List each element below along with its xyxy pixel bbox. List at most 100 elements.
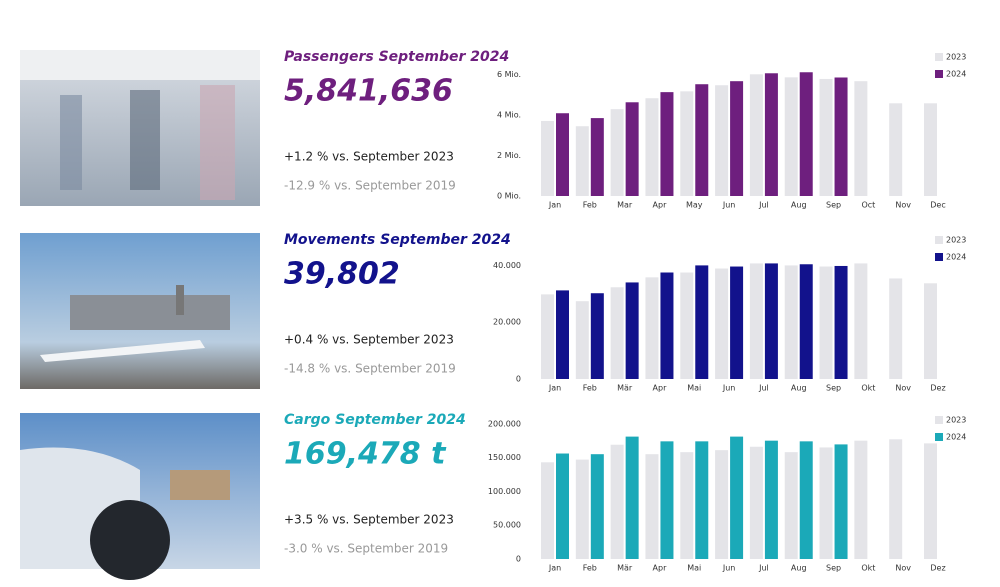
bar (556, 113, 569, 196)
bar (924, 283, 937, 379)
bar (764, 440, 778, 559)
bar (556, 453, 569, 559)
legend-label: 2024 (946, 433, 966, 442)
x-tick-label: Jan (548, 384, 561, 393)
bar (610, 287, 624, 379)
y-tick-label: 40.000 (493, 261, 521, 270)
x-tick-label: Sep (826, 384, 841, 393)
bar (819, 78, 833, 196)
x-tick-label: Jul (758, 384, 769, 393)
bar (625, 282, 639, 379)
kpi-value: 39,802 (284, 257, 400, 292)
x-tick-label: Jun (722, 384, 736, 393)
kpi-note: -14.8 % vs. September 2019 (284, 362, 456, 376)
bar (645, 98, 659, 196)
x-tick-label: Okt (861, 564, 875, 573)
x-tick-label: Aug (791, 384, 807, 393)
x-tick-label: Jan (548, 201, 561, 210)
y-tick-label: 4 Mio. (497, 110, 521, 119)
bar (660, 441, 674, 559)
x-tick-label: May (686, 201, 703, 210)
kpi-title: Movements September 2024 (284, 232, 511, 248)
y-tick-label: 150.000 (488, 453, 521, 462)
x-tick-label: Okt (861, 384, 875, 393)
y-tick-label: 6 Mio. (497, 70, 521, 79)
x-tick-label: Jun (722, 564, 736, 573)
bar (695, 84, 709, 196)
bar (541, 294, 554, 379)
bar (749, 446, 763, 559)
bar (854, 81, 868, 196)
y-tick-label: 0 (516, 555, 521, 564)
bar (924, 103, 937, 196)
x-tick-label: Nov (895, 201, 911, 210)
x-tick-label: Dec (930, 201, 945, 210)
y-tick-label: 20.000 (493, 318, 521, 327)
bar (784, 77, 798, 196)
y-tick-label: 50.000 (493, 521, 521, 530)
y-tick-label: 0 (516, 375, 521, 384)
legend-label: 2023 (946, 416, 966, 425)
x-tick-label: Aug (791, 564, 807, 573)
bar (924, 443, 937, 559)
bar (610, 109, 624, 196)
x-tick-label: Feb (583, 384, 597, 393)
bar (799, 72, 813, 196)
bar (541, 120, 554, 196)
bar (834, 77, 848, 196)
bar (834, 265, 848, 379)
bar (889, 103, 903, 196)
kpi-note: +3.5 % vs. September 2023 (284, 513, 454, 527)
x-tick-label: Mai (687, 564, 701, 573)
x-tick-label: Aug (791, 201, 807, 210)
bar (625, 102, 639, 196)
bar (730, 81, 744, 196)
legend-label: 2024 (946, 253, 966, 262)
bar (819, 266, 833, 379)
legend-swatch (935, 416, 943, 424)
x-tick-label: Nov (895, 384, 911, 393)
x-tick-label: Mär (617, 384, 633, 393)
bar (799, 441, 813, 559)
y-tick-label: 2 Mio. (497, 151, 521, 160)
bar (590, 118, 604, 196)
legend-swatch (935, 53, 943, 61)
legend-swatch (935, 70, 943, 78)
kpi-title: Cargo September 2024 (284, 412, 466, 428)
x-tick-label: Mar (617, 201, 633, 210)
x-tick-label: Jun (722, 201, 736, 210)
x-tick-label: Jan (548, 564, 561, 573)
bar (764, 73, 778, 196)
x-tick-label: Jul (758, 201, 769, 210)
photo-cargo (20, 413, 260, 580)
legend-swatch (935, 433, 943, 441)
legend-label: 2023 (946, 236, 966, 245)
bar (819, 447, 833, 559)
x-tick-label: Apr (653, 201, 668, 210)
bar (764, 263, 778, 379)
photo-airport (20, 233, 260, 389)
bar (645, 277, 659, 379)
bar (730, 266, 744, 379)
x-tick-label: Sep (826, 201, 841, 210)
bar (854, 440, 868, 559)
bar (784, 265, 798, 379)
x-tick-label: Dez (930, 564, 945, 573)
x-tick-label: Dez (930, 384, 945, 393)
bar (730, 436, 744, 559)
bar (715, 450, 729, 559)
photo-terminal (20, 50, 260, 206)
y-tick-label: 200.000 (488, 419, 521, 428)
bar (590, 454, 604, 559)
bar (680, 452, 694, 559)
kpi-value: 169,478 t (284, 437, 447, 472)
bar (715, 268, 729, 379)
bar (575, 126, 589, 196)
bar (575, 459, 589, 559)
bar (695, 265, 709, 379)
legend-label: 2024 (946, 70, 966, 79)
bar (660, 92, 674, 196)
bar (575, 301, 589, 379)
bar (660, 272, 674, 379)
